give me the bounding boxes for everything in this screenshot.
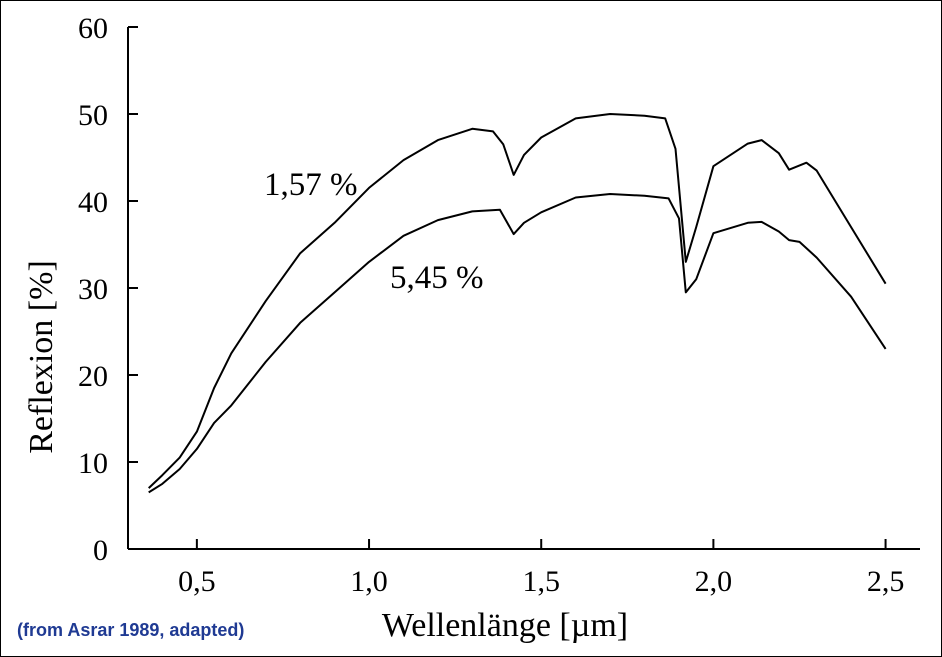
- y-tick-label: 20: [78, 360, 108, 393]
- y-tick-label: 0: [93, 534, 108, 567]
- y-tick-label: 50: [78, 99, 108, 132]
- series-label-1: 1,57 %: [264, 167, 358, 203]
- x-tick-label: 1,5: [522, 565, 560, 598]
- series-label-2: 5,45 %: [390, 260, 484, 296]
- y-tick-label: 60: [78, 12, 108, 45]
- y-axis-label: Reflexion [%]: [23, 260, 60, 454]
- x-tick-label: 2,5: [867, 565, 905, 598]
- ticks: 0 10 20 30 40 50 60 0,5 1,0 1,5 2,0 2,5: [78, 12, 904, 598]
- axes: [127, 27, 920, 550]
- source-caption: (from Asrar 1989, adapted): [17, 620, 245, 640]
- series-lines: [148, 113, 887, 494]
- series-line-2: [148, 193, 887, 494]
- x-tick-label: 0,5: [178, 565, 216, 598]
- y-tick-label: 30: [78, 273, 108, 306]
- series-line-1: [148, 113, 887, 489]
- x-tick-label: 2,0: [695, 565, 733, 598]
- x-tick-label: 1,0: [350, 565, 388, 598]
- y-tick-label: 10: [78, 447, 108, 480]
- x-axis-label: Wellenlänge [µm]: [382, 607, 628, 644]
- y-tick-label: 40: [78, 186, 108, 219]
